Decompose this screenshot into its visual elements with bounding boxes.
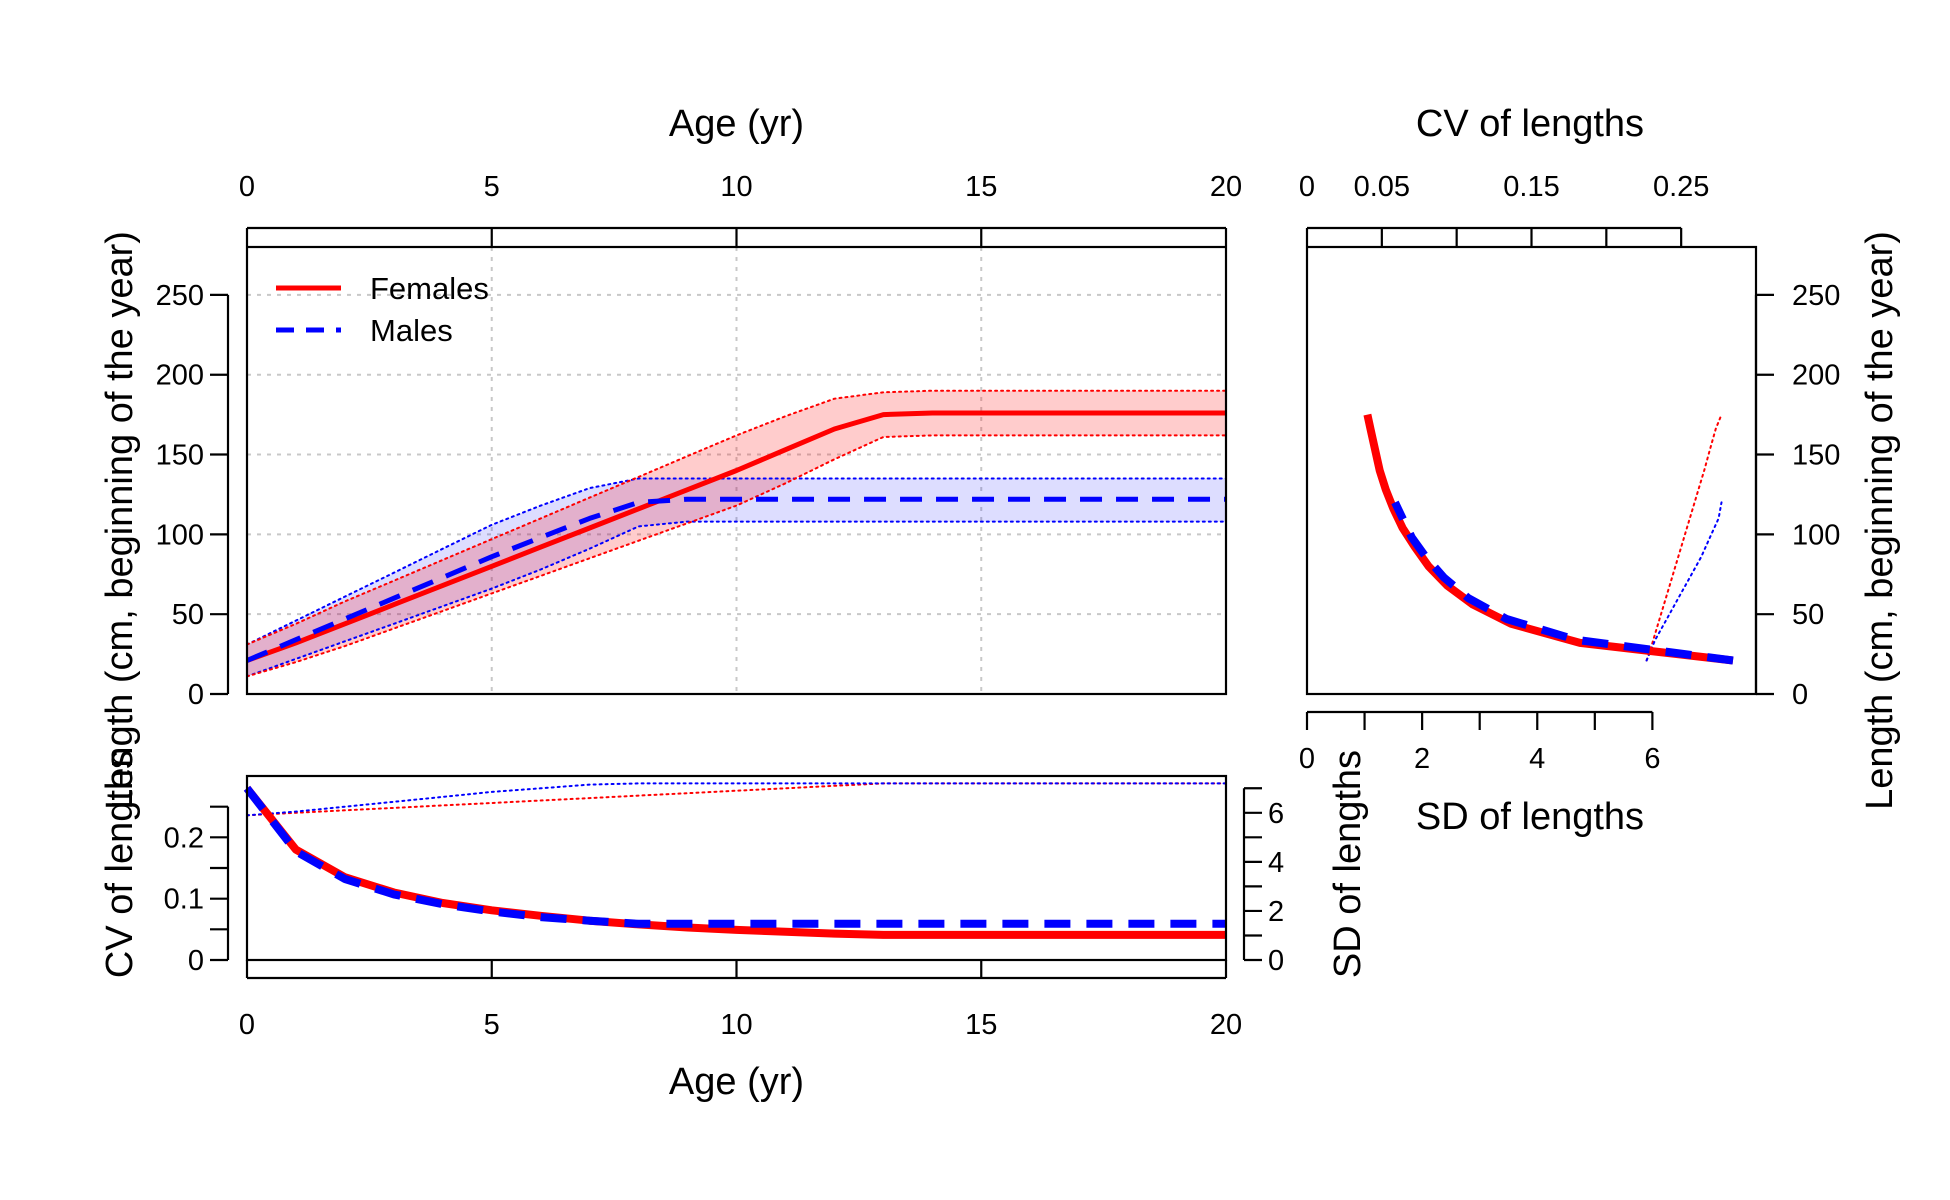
bottom-age-tick-label-10: 10 (720, 1009, 752, 1041)
length-vs-variability-panel: 0 2 4 6 0 0.05 0.15 0.25 0 50 100 150 200 250 SD of l… (1299, 103, 1901, 838)
sd-right-tick-label-2: 2 (1268, 896, 1284, 928)
males-sd-line (246, 782, 1227, 817)
sd-bottom-tick-label-0: 0 (1299, 743, 1315, 775)
top-age-tick-label-0: 0 (239, 171, 255, 203)
cv-top-tick-label-0.15: 0.15 (1503, 171, 1559, 203)
length-left-tick-label-100: 100 (156, 519, 204, 551)
females-mean-length-line (246, 410, 1226, 663)
bottom-age-tick-label-5: 5 (484, 1009, 500, 1041)
cv-left-tick-label-0: 0 (188, 945, 204, 977)
top-age-tick-label-15: 15 (965, 171, 997, 203)
females-cv-vs-length-line (1363, 413, 1734, 665)
length-vs-variability-lines (1363, 413, 1734, 665)
bottom-age-tick-label-20: 20 (1210, 1009, 1242, 1041)
males-interval-band (247, 478, 1226, 677)
sd-bottom-tick-label-4: 4 (1529, 743, 1545, 775)
legend-males-label: Males (370, 313, 453, 348)
length-left-tick-label-200: 200 (156, 360, 204, 392)
legend: Females Males (276, 271, 489, 348)
cv-top-tick-label-0: 0 (1299, 171, 1315, 203)
sd-right-tick-label-0: 0 (1268, 945, 1284, 977)
males-mean-length-line (246, 496, 1226, 663)
males-cv-vs-length-line (1391, 500, 1734, 665)
sd-bottom-tick-label-6: 6 (1644, 743, 1660, 775)
males-upper-interval-line (246, 477, 1227, 646)
top-age-tick-label-20: 20 (1210, 171, 1242, 203)
sd-right-tick-label-6: 6 (1268, 798, 1284, 830)
length-left-tick-label-0: 0 (188, 679, 204, 711)
length-right-axis-title: Length (cm, beginning of the year) (1859, 231, 1901, 810)
length-vs-variability-axes: 0 2 4 6 0 0.05 0.15 0.25 0 50 100 150 200 250 (1299, 171, 1840, 775)
sd-bottom-tick-label-2: 2 (1414, 743, 1430, 775)
cv-sd-at-age-x-axis-title: Age (yr) (669, 1061, 804, 1103)
females-interval-band (247, 390, 1226, 677)
sd-x-axis-title: SD of lengths (1416, 796, 1644, 838)
length-left-tick-label-50: 50 (172, 599, 204, 631)
length-right-tick-label-200: 200 (1792, 360, 1840, 392)
length-at-age-top-axis-title: Age (yr) (669, 103, 804, 145)
length-right-tick-label-0: 0 (1792, 679, 1808, 711)
males-lower-interval-line (246, 520, 1227, 678)
sd-right-tick-label-4: 4 (1268, 847, 1284, 879)
females-cv-line (243, 785, 1226, 939)
cv-left-tick-label-0.2: 0.2 (164, 822, 204, 854)
length-right-tick-label-100: 100 (1792, 519, 1840, 551)
cv-sd-at-age-axes: 0 5 10 15 20 0 0.1 0.2 0 2 4 6 (164, 787, 1284, 1041)
length-at-age-bands (247, 390, 1226, 677)
length-left-tick-label-250: 250 (156, 280, 204, 312)
males-cv-line (243, 785, 1226, 928)
cv-left-tick-label-0.1: 0.1 (164, 884, 204, 916)
females-sd-vs-length-line (1645, 413, 1723, 662)
females-upper-interval-line (246, 389, 1227, 646)
cv-axis-title: CV of lengths (99, 750, 141, 978)
cv-top-tick-label-0.05: 0.05 (1354, 171, 1410, 203)
cv-sd-at-age-panel: 0 5 10 15 20 0 0.1 0.2 0 2 4 6 Age (yr) CV of lengt… (99, 750, 1369, 1103)
length-right-tick-label-150: 150 (1792, 440, 1840, 472)
length-right-tick-label-50: 50 (1792, 599, 1824, 631)
males-sd-vs-length-line (1645, 501, 1723, 662)
length-at-age-frame (245, 245, 1228, 696)
length-left-tick-label-150: 150 (156, 440, 204, 472)
females-sd-line (246, 782, 1227, 817)
sd-axis-title: SD of lengths (1327, 750, 1369, 978)
cv-top-tick-label-0.25: 0.25 (1653, 171, 1709, 203)
length-at-age-lines (246, 389, 1227, 678)
top-age-tick-label-10: 10 (720, 171, 752, 203)
length-right-tick-label-250: 250 (1792, 280, 1840, 312)
females-lower-interval-line (246, 434, 1227, 678)
bottom-age-tick-label-15: 15 (965, 1009, 997, 1041)
length-at-age-y-axis-title: Length (cm, beginning of the year) (99, 231, 141, 810)
cv-sd-at-age-lines (243, 782, 1227, 939)
cv-x-axis-title: CV of lengths (1416, 103, 1644, 145)
legend-females-label: Females (370, 271, 489, 306)
top-age-tick-label-5: 5 (484, 171, 500, 203)
bottom-age-tick-label-0: 0 (239, 1009, 255, 1041)
